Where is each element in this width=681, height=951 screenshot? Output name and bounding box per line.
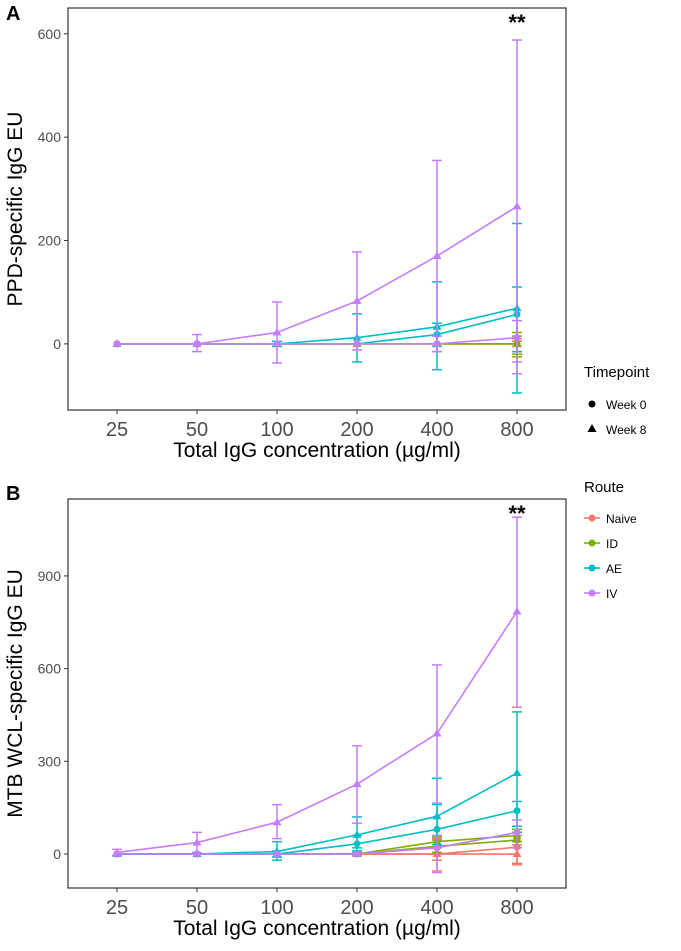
data-point xyxy=(432,729,442,737)
legend-title: Route xyxy=(584,479,624,496)
y-tick-label: 200 xyxy=(38,233,62,249)
panel-A: A 0 200 400 600 25 50 100 200 400 800 Total IgG con… xyxy=(4,3,567,462)
x-axis-label: Total IgG concentration (µg/ml) xyxy=(173,439,461,462)
legend-triangle-icon xyxy=(587,424,597,432)
significance-annotation: ** xyxy=(508,10,526,35)
plot-area xyxy=(67,498,567,889)
data-point xyxy=(192,339,202,347)
y-tick-label: 900 xyxy=(38,568,62,584)
data-point xyxy=(273,850,281,858)
y-axis-label: MTB WCL-specific IgG EU xyxy=(4,569,27,818)
series-line xyxy=(117,205,518,345)
x-axis-label: Total IgG concentration (µg/ml) xyxy=(173,917,461,940)
x-tick-label: 400 xyxy=(420,897,453,919)
data-point xyxy=(512,606,522,615)
legend-label: Naive xyxy=(606,512,637,526)
legend-marker xyxy=(588,564,596,572)
x-tick-label: 25 xyxy=(106,419,128,441)
panel-label: A xyxy=(6,3,20,25)
legend-label: Week 0 xyxy=(606,398,647,412)
significance-annotation: ** xyxy=(508,501,526,526)
data-point xyxy=(352,830,362,838)
x-tick-label: 800 xyxy=(500,419,533,441)
data-point xyxy=(512,849,522,858)
x-tick-label: 800 xyxy=(500,897,533,919)
series-line xyxy=(117,831,518,855)
legend-timepoint: Timepoint Week 0 Week 8 xyxy=(584,364,650,437)
data-point xyxy=(192,838,202,846)
data-point xyxy=(272,327,282,336)
data-point xyxy=(512,201,522,210)
y-tick-label: 300 xyxy=(38,753,62,769)
legend-label: Week 8 xyxy=(606,423,647,437)
y-tick-label: 600 xyxy=(38,26,62,42)
legend-title: Timepoint xyxy=(584,364,650,381)
legend-marker xyxy=(588,514,596,522)
x-tick-label: 100 xyxy=(260,419,293,441)
x-tick-label: 50 xyxy=(186,419,208,441)
data-point xyxy=(353,850,361,858)
legend-route: Route Naive ID AE IV xyxy=(584,479,637,601)
data-point xyxy=(433,844,441,852)
data-point xyxy=(352,779,362,788)
legend-label: IV xyxy=(606,587,617,601)
series-iv-week-8 xyxy=(112,39,522,375)
data-point xyxy=(112,847,122,856)
panel-label: B xyxy=(6,483,20,505)
y-tick-label: 0 xyxy=(53,336,61,352)
legend-marker xyxy=(588,589,596,597)
data-point xyxy=(352,296,362,304)
data-point xyxy=(432,251,442,260)
y-axis-label: PPD-specific IgG EU xyxy=(4,112,27,307)
series-iv-week-8 xyxy=(112,516,522,857)
y-tick-label: 0 xyxy=(53,846,61,862)
x-tick-label: 200 xyxy=(340,897,373,919)
legend-label: ID xyxy=(606,537,618,551)
legend-marker xyxy=(588,539,596,547)
y-tick-label: 600 xyxy=(38,661,62,677)
data-point xyxy=(432,811,442,820)
series-line xyxy=(116,611,518,854)
plot-area xyxy=(67,7,567,411)
x-tick-label: 400 xyxy=(420,419,453,441)
data-point xyxy=(513,828,521,836)
x-tick-label: 25 xyxy=(106,897,128,919)
legend-label: AE xyxy=(606,562,622,576)
panel-B: B 0 300 600 900 25 50 100 200 400 800 Total IgG con… xyxy=(4,483,567,940)
data-point xyxy=(272,817,282,826)
data-point xyxy=(112,339,122,347)
y-tick-label: 400 xyxy=(38,129,62,145)
data-point xyxy=(512,768,522,777)
x-tick-label: 100 xyxy=(260,897,293,919)
legend-circle-icon xyxy=(588,400,596,408)
x-tick-label: 200 xyxy=(340,419,373,441)
x-tick-label: 50 xyxy=(186,897,208,919)
